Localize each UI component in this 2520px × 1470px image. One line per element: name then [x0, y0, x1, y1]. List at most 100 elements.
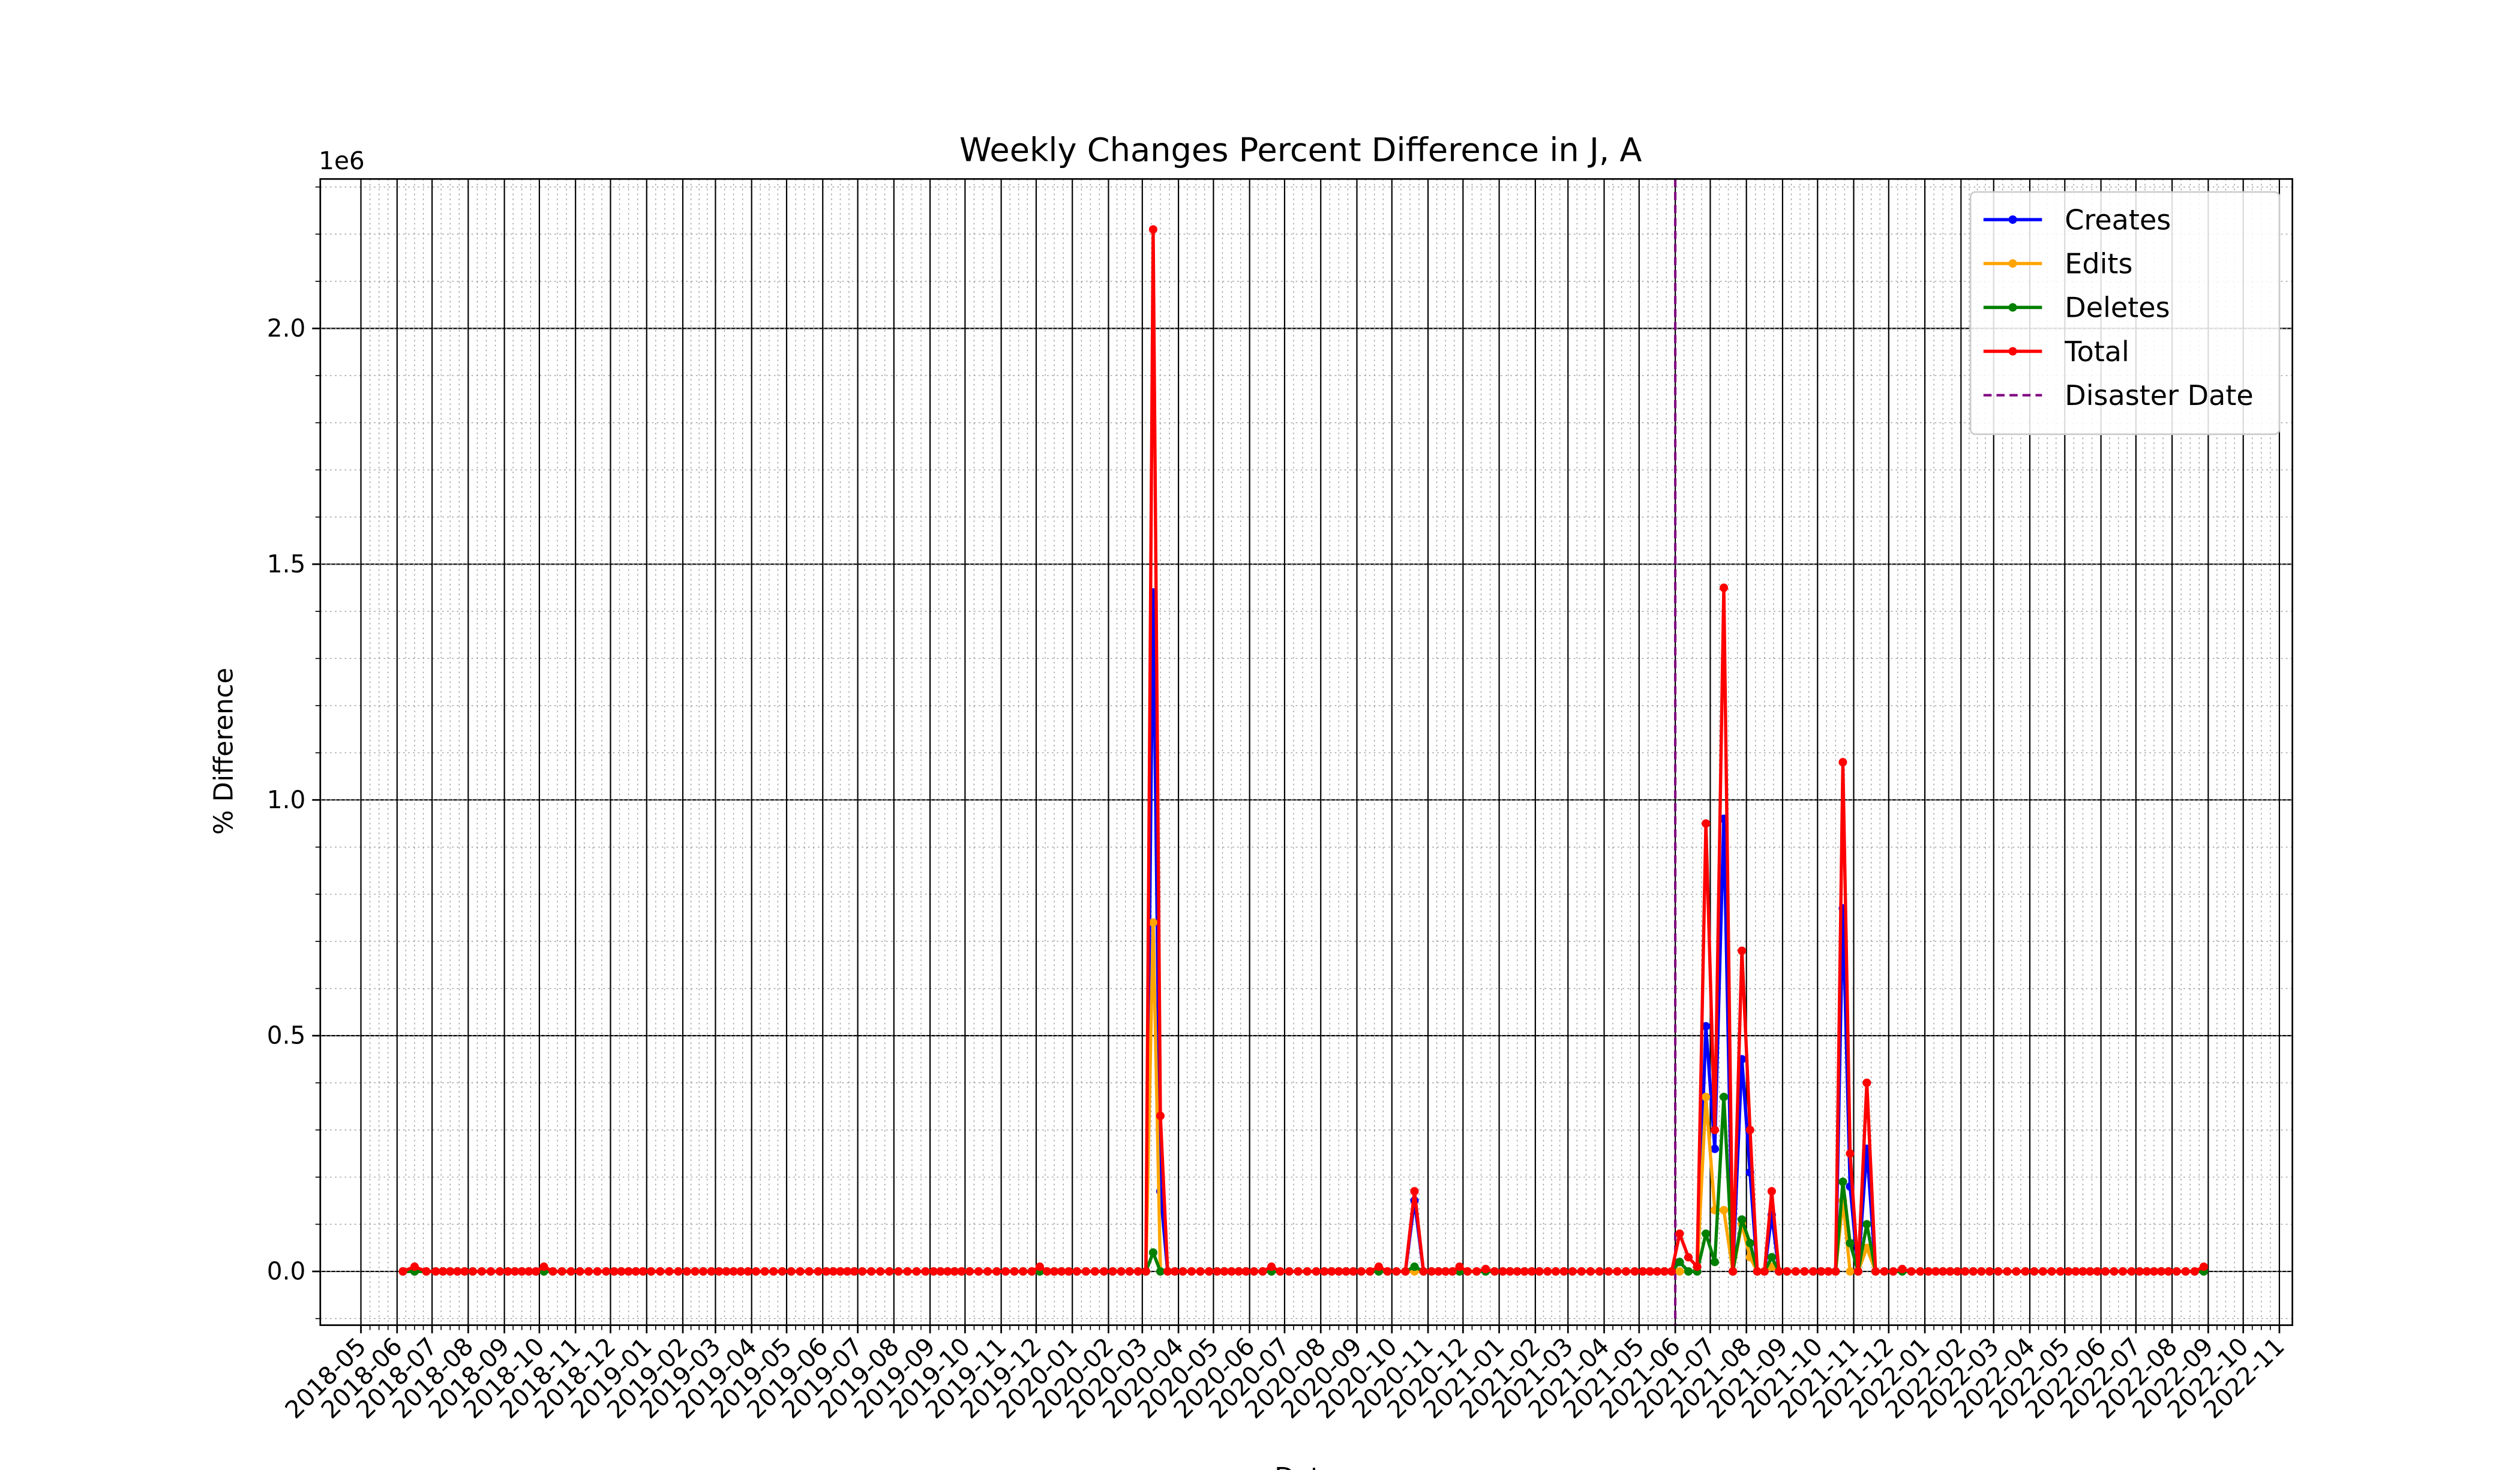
series-marker — [1738, 946, 1747, 955]
series-marker — [1916, 1267, 1925, 1276]
series-marker — [1660, 1267, 1669, 1276]
series-marker — [1178, 1267, 1187, 1276]
series-marker — [1808, 1267, 1818, 1276]
series-marker — [593, 1267, 602, 1276]
series-marker — [1249, 1267, 1258, 1276]
series-marker — [1738, 1215, 1747, 1224]
series-marker — [1001, 1267, 1010, 1276]
series-marker — [1645, 1267, 1654, 1276]
series-marker — [557, 1267, 566, 1276]
series-marker — [992, 1267, 1001, 1276]
series-marker — [1667, 1267, 1676, 1276]
chart-title: Weekly Changes Percent Difference in J, … — [959, 131, 1642, 169]
series-marker — [1684, 1253, 1693, 1262]
series-marker — [2078, 1267, 2087, 1276]
series-marker — [1285, 1267, 1294, 1276]
series-marker — [1320, 1267, 1329, 1276]
series-marker — [439, 1267, 448, 1276]
series-marker — [1969, 1267, 1978, 1276]
series-marker — [2093, 1267, 2102, 1276]
series-marker — [548, 1267, 557, 1276]
series-marker — [1027, 1267, 1036, 1276]
series-marker — [1241, 1267, 1250, 1276]
series-marker — [1710, 1144, 1720, 1153]
series-marker — [2086, 1267, 2095, 1276]
series-marker — [729, 1267, 738, 1276]
series-marker — [2118, 1267, 2128, 1276]
series-marker — [1824, 1267, 1833, 1276]
series-marker — [1148, 225, 1157, 234]
legend-label: Creates — [2065, 203, 2171, 236]
series-marker — [936, 1267, 945, 1276]
series-marker — [1652, 1267, 1662, 1276]
legend: Creates Edits Deletes Total Disaster Date — [1969, 191, 2281, 436]
series-marker — [584, 1267, 593, 1276]
series-marker — [1108, 1267, 1117, 1276]
series-marker — [1410, 1187, 1419, 1196]
series-marker — [1604, 1267, 1613, 1276]
series-marker — [2021, 1267, 2030, 1276]
series-marker — [1977, 1267, 1986, 1276]
series-marker — [1767, 1253, 1776, 1262]
legend-label: Total — [2064, 335, 2129, 368]
series-marker — [410, 1262, 419, 1271]
series-marker — [1862, 1243, 1871, 1252]
series-marker — [1010, 1267, 1019, 1276]
series-marker — [1543, 1267, 1552, 1276]
series-marker — [943, 1267, 952, 1276]
series-marker — [1753, 1267, 1762, 1276]
series-marker — [950, 1267, 959, 1276]
series-marker — [1838, 758, 1847, 767]
series-marker — [1862, 1078, 1871, 1087]
series-marker — [453, 1267, 462, 1276]
series-marker — [1831, 1267, 1840, 1276]
series-marker — [1117, 1267, 1126, 1276]
series-marker — [1334, 1267, 1343, 1276]
legend-marker — [2008, 215, 2017, 224]
series-marker — [1156, 1111, 1165, 1120]
series-marker — [1527, 1267, 1536, 1276]
series-marker — [1924, 1267, 1933, 1276]
series-marker — [1630, 1267, 1639, 1276]
series-marker — [1675, 1258, 1684, 1267]
series-marker — [1099, 1267, 1108, 1276]
series-marker — [1448, 1267, 1457, 1276]
series-marker — [858, 1267, 867, 1276]
series-marker — [1187, 1267, 1196, 1276]
series-marker — [885, 1267, 894, 1276]
series-marker — [829, 1267, 838, 1276]
series-marker — [1081, 1267, 1090, 1276]
series-marker — [539, 1262, 548, 1271]
series-marker — [575, 1267, 584, 1276]
series-marker — [707, 1267, 716, 1276]
series-marker — [1125, 1267, 1134, 1276]
series-marker — [698, 1267, 708, 1276]
series-marker — [665, 1267, 674, 1276]
series-marker — [1196, 1267, 1205, 1276]
series-marker — [1675, 1229, 1684, 1238]
legend-label: Edits — [2065, 247, 2132, 280]
series-marker — [1357, 1267, 1366, 1276]
series-marker — [682, 1267, 691, 1276]
series-marker — [2190, 1267, 2199, 1276]
series-marker — [1710, 1258, 1720, 1267]
series-marker — [1220, 1267, 1229, 1276]
legend-marker — [2008, 259, 2017, 268]
series-marker — [2157, 1267, 2166, 1276]
series-marker — [2199, 1262, 2208, 1271]
series-marker — [1213, 1267, 1222, 1276]
series-marker — [1719, 1205, 1729, 1214]
series-marker — [610, 1267, 619, 1276]
series-marker — [1490, 1267, 1499, 1276]
series-marker — [903, 1267, 912, 1276]
series-marker — [1931, 1267, 1940, 1276]
series-marker — [1535, 1267, 1544, 1276]
series-marker — [2172, 1267, 2181, 1276]
series-marker — [1702, 1022, 1711, 1031]
series-marker — [1621, 1267, 1631, 1276]
series-marker — [1163, 1267, 1172, 1276]
series-marker — [722, 1267, 731, 1276]
legend-label: Deletes — [2065, 292, 2170, 324]
series-marker — [1880, 1267, 1889, 1276]
